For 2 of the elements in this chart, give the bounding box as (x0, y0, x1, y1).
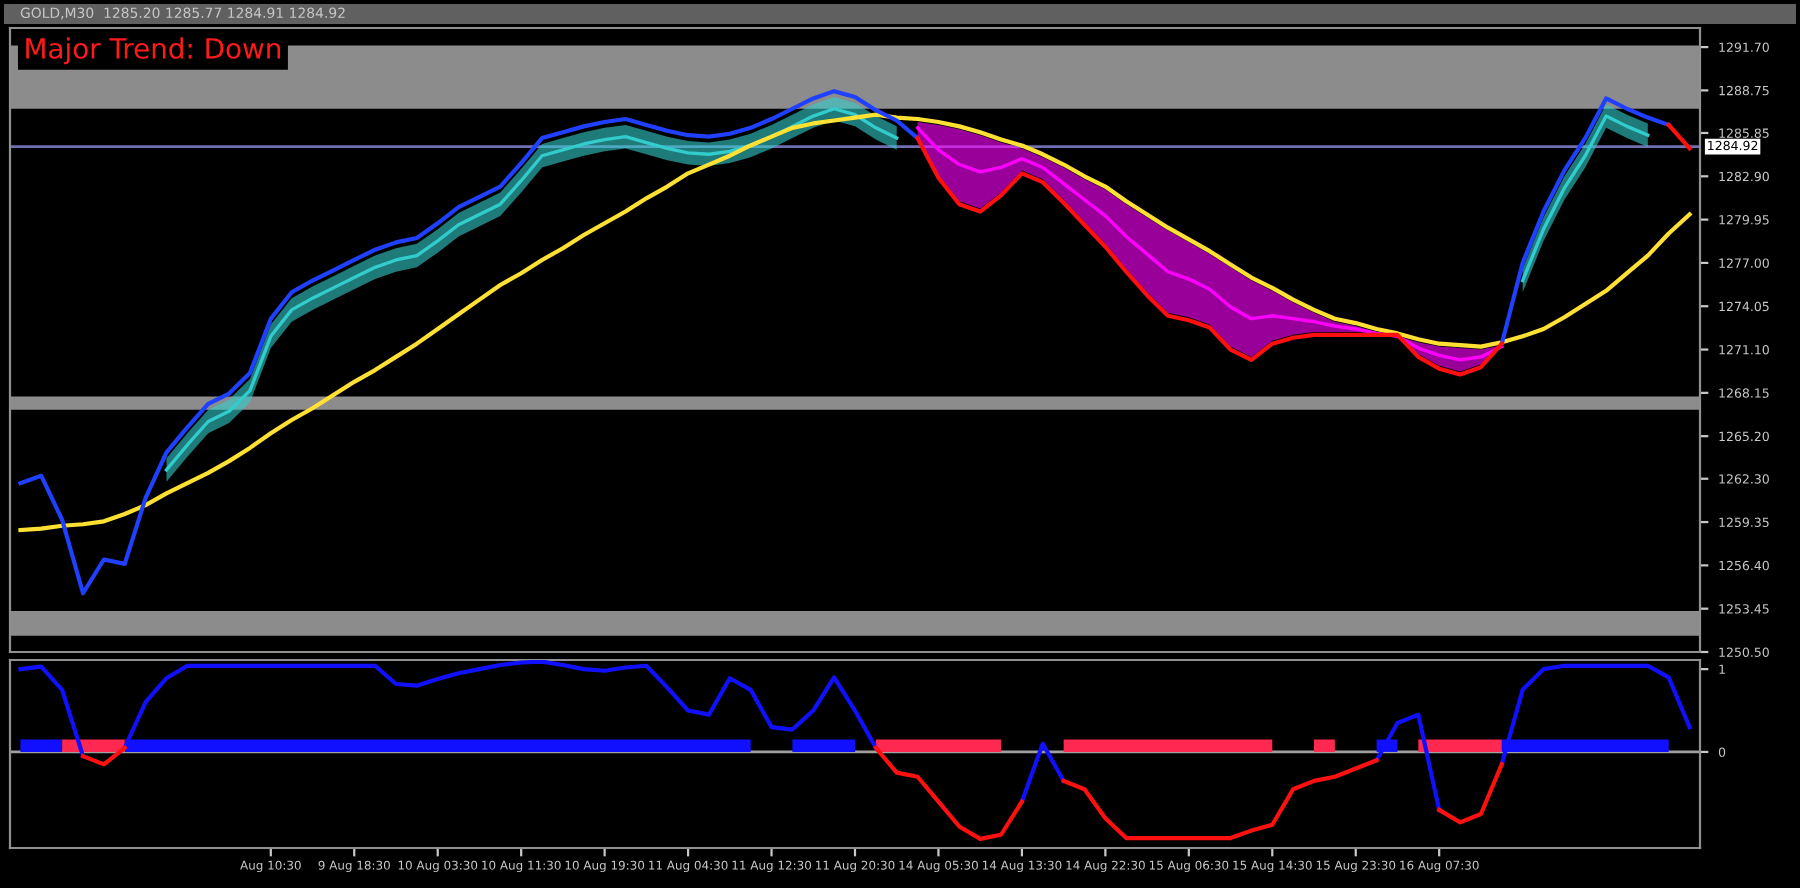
line-series (18, 112, 1692, 533)
annotation: Major Trend: Down (26, 37, 280, 65)
